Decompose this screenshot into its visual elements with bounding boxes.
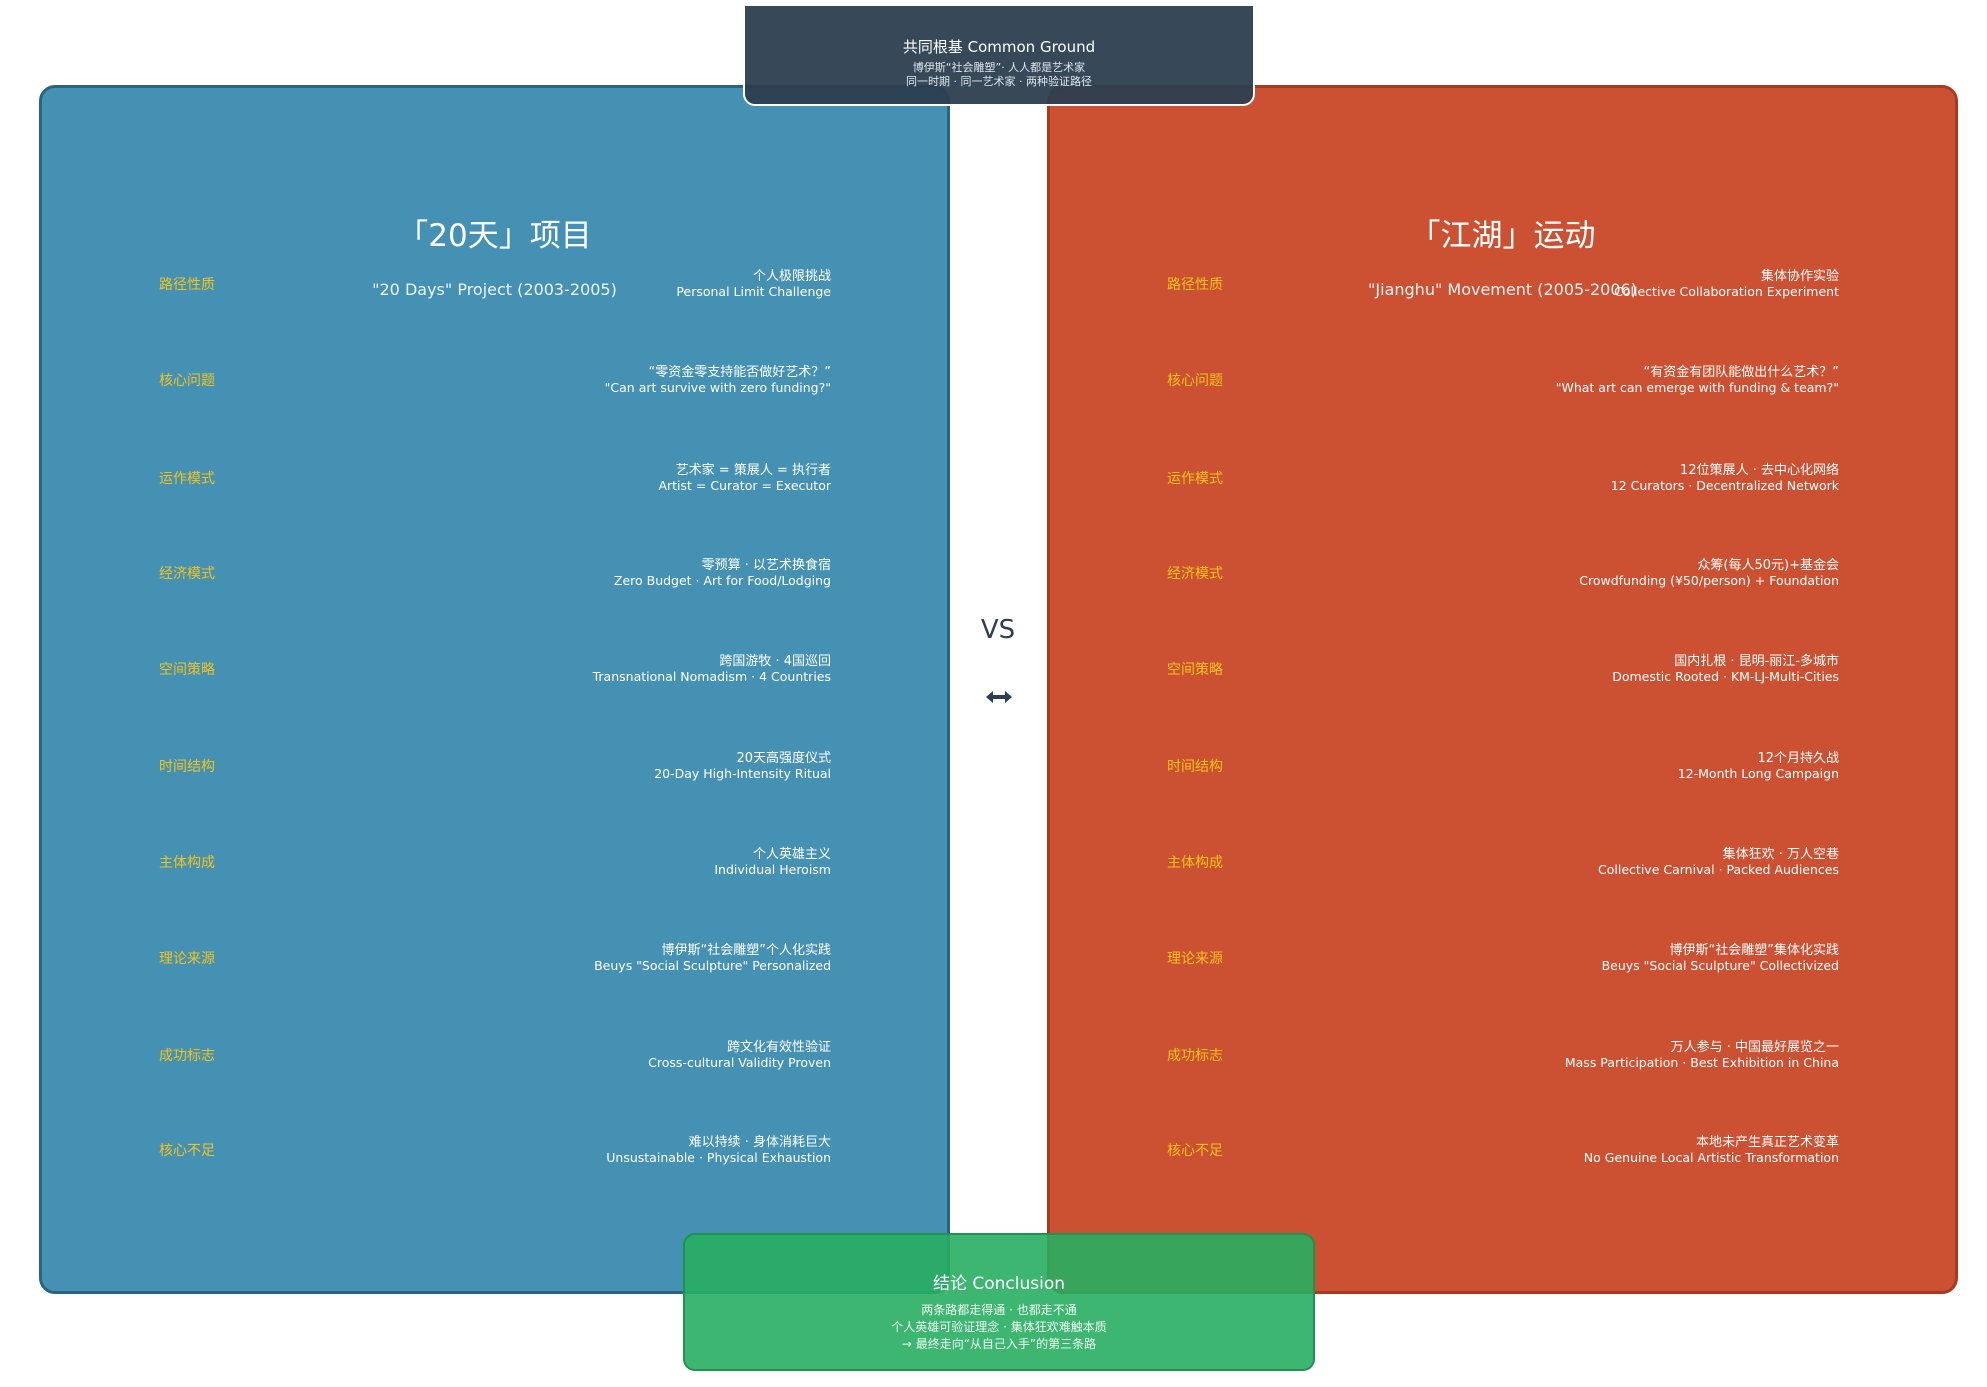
value-zh: 个人英雄主义	[752, 847, 831, 862]
arrow-icon	[986, 691, 1012, 703]
row-label: 路径性质	[1167, 277, 1223, 293]
row-label: 经济模式	[1167, 566, 1223, 582]
value-zh: “有资金有团队能做出什么艺术？”	[1643, 365, 1839, 380]
value-en: Beuys "Social Sculpture" Collectivized	[1601, 958, 1839, 973]
row-label: 成功标志	[159, 1048, 215, 1064]
row-value: 国内扎根 · 昆明-丽江-多城市 Domestic Rooted · KM-LJ-…	[1612, 654, 1839, 684]
value-zh: 国内扎根 · 昆明-丽江-多城市	[1674, 654, 1839, 669]
value-zh: “零资金零支持能否做好艺术？”	[648, 365, 831, 380]
left-panel: 「20天」项目 "20 Days" Project (2003-2005) 路径性质…	[39, 85, 950, 1294]
value-en: Personal Limit Challenge	[676, 284, 831, 299]
value-en: Mass Participation · Best Exhibition in …	[1564, 1055, 1839, 1070]
row-label: 理论来源	[159, 951, 215, 967]
value-en: Individual Heroism	[714, 862, 831, 877]
value-en: Collective Collaboration Experiment	[1614, 284, 1839, 299]
vs-label: VS	[980, 615, 1016, 645]
value-en: 12 Curators · Decentralized Network	[1610, 478, 1839, 493]
value-en: 20-Day High-Intensity Ritual	[654, 766, 831, 781]
value-en: Domestic Rooted · KM-LJ-Multi-Cities	[1612, 669, 1839, 684]
value-zh: 12个月持久战	[1757, 751, 1839, 766]
row-label: 运作模式	[159, 471, 215, 487]
box-line: 两条路都走得通 · 也都走不通	[921, 1303, 1077, 1317]
value-zh: 集体协作实验	[1760, 269, 1839, 284]
row-value: 20天高强度仪式 20-Day High-Intensity Ritual	[654, 751, 831, 781]
value-en: "What art can emerge with funding & team…	[1555, 380, 1839, 395]
row-label: 主体构成	[159, 855, 215, 871]
row-value: 12个月持久战 12-Month Long Campaign	[1678, 751, 1839, 781]
value-en: No Genuine Local Artistic Transformation	[1583, 1150, 1839, 1165]
common-ground-box: 共同根基 Common Ground 博伊斯“社会雕塑”· 人人都是艺术家 同一时期…	[743, 6, 1255, 106]
value-zh: 博伊斯“社会雕塑”个人化实践	[661, 943, 831, 958]
value-zh: 艺术家 = 策展人 = 执行者	[675, 463, 831, 478]
value-zh: 集体狂欢 · 万人空巷	[1722, 847, 1839, 862]
value-en: Collective Carnival · Packed Audiences	[1598, 862, 1839, 877]
row-value: 个人英雄主义 Individual Heroism	[714, 847, 831, 877]
row-label: 主体构成	[1167, 855, 1223, 871]
value-zh: 零预算 · 以艺术换食宿	[701, 558, 831, 573]
row-label: 理论来源	[1167, 951, 1223, 967]
row-label: 空间策略	[159, 662, 215, 678]
value-zh: 众筹(每人50元)+基金会	[1697, 558, 1839, 573]
row-label: 核心问题	[159, 373, 215, 389]
row-value: “零资金零支持能否做好艺术？” "Can art survive with zer…	[605, 365, 831, 395]
value-zh: 本地未产生真正艺术变革	[1695, 1135, 1839, 1150]
value-en: "Can art survive with zero funding?"	[604, 380, 831, 395]
value-zh: 个人极限挑战	[752, 269, 831, 284]
box-title: 结论 Conclusion	[932, 1274, 1066, 1294]
box-title: 共同根基 Common Ground	[902, 38, 1096, 56]
row-label: 经济模式	[159, 566, 215, 582]
row-label: 路径性质	[159, 277, 215, 293]
panel-subtitle: "20 Days" Project (2003-2005)	[372, 280, 617, 299]
value-en: Artist = Curator = Executor	[658, 478, 831, 493]
row-value: 艺术家 = 策展人 = 执行者 Artist = Curator = Execut…	[658, 463, 831, 493]
row-value: 集体狂欢 · 万人空巷 Collective Carnival · Packed …	[1598, 847, 1839, 877]
row-value: 跨文化有效性验证 Cross-cultural Validity Proven	[648, 1040, 831, 1070]
row-value: 博伊斯“社会雕塑”个人化实践 Beuys "Social Sculpture" P…	[594, 943, 831, 973]
row-value: “有资金有团队能做出什么艺术？” "What art can emerge wit…	[1556, 365, 1839, 395]
value-en: Cross-cultural Validity Proven	[648, 1055, 831, 1070]
value-zh: 跨国游牧 · 4国巡回	[719, 654, 831, 669]
row-label: 成功标志	[1167, 1048, 1223, 1064]
value-zh: 博伊斯“社会雕塑”集体化实践	[1669, 943, 1839, 958]
row-label: 时间结构	[1167, 759, 1223, 775]
value-en: Zero Budget · Art for Food/Lodging	[613, 573, 831, 588]
panel-subtitle: "Jianghu" Movement (2005-2006)	[1368, 280, 1637, 299]
row-value: 万人参与 · 中国最好展览之一 Mass Participation · Best…	[1565, 1040, 1839, 1070]
row-value: 跨国游牧 · 4国巡回 Transnational Nomadism · 4 Co…	[593, 654, 831, 684]
box-line: 个人英雄可验证理念 · 集体狂欢难触本质	[891, 1320, 1107, 1334]
value-zh: 跨文化有效性验证	[726, 1040, 831, 1055]
swap-icon	[986, 691, 1012, 703]
row-value: 零预算 · 以艺术换食宿 Zero Budget · Art for Food/L…	[614, 558, 831, 588]
conclusion-box: 结论 Conclusion 两条路都走得通 · 也都走不通个人英雄可验证理念 · …	[683, 1233, 1315, 1371]
row-value: 集体协作实验 Collective Collaboration Experimen…	[1614, 269, 1839, 299]
value-zh: 12位策展人 · 去中心化网络	[1680, 463, 1839, 478]
box-line: 同一时期 · 同一艺术家 · 两种验证路径	[906, 75, 1092, 88]
value-en: Beuys "Social Sculpture" Personalized	[594, 958, 831, 973]
row-label: 核心不足	[159, 1143, 215, 1159]
value-en: Crowdfunding (¥50/person) + Foundation	[1579, 573, 1839, 588]
value-zh: 难以持续 · 身体消耗巨大	[688, 1135, 831, 1150]
box-line: 博伊斯“社会雕塑”· 人人都是艺术家	[912, 61, 1086, 74]
row-label: 时间结构	[159, 759, 215, 775]
row-value: 本地未产生真正艺术变革 No Genuine Local Artistic Tra…	[1584, 1135, 1839, 1165]
right-panel: 「江湖」运动 "Jianghu" Movement (2005-2006) 路径性质…	[1047, 85, 1958, 1294]
row-value: 博伊斯“社会雕塑”集体化实践 Beuys "Social Sculpture" C…	[1602, 943, 1839, 973]
row-label: 核心不足	[1167, 1143, 1223, 1159]
box-line: → 最终走向“从自己入手”的第三条路	[901, 1337, 1097, 1351]
row-label: 运作模式	[1167, 471, 1223, 487]
panel-title: 「20天」项目	[397, 218, 592, 254]
value-zh: 万人参与 · 中国最好展览之一	[1670, 1040, 1839, 1055]
value-en: Transnational Nomadism · 4 Countries	[592, 669, 831, 684]
row-value: 众筹(每人50元)+基金会 Crowdfunding (¥50/person) +…	[1579, 558, 1839, 588]
panel-title: 「江湖」运动	[1409, 218, 1596, 254]
value-zh: 20天高强度仪式	[736, 751, 831, 766]
value-en: Unsustainable · Physical Exhaustion	[606, 1150, 831, 1165]
row-value: 难以持续 · 身体消耗巨大 Unsustainable · Physical Ex…	[606, 1135, 831, 1165]
row-label: 空间策略	[1167, 662, 1223, 678]
row-label: 核心问题	[1167, 373, 1223, 389]
row-value: 个人极限挑战 Personal Limit Challenge	[676, 269, 831, 299]
row-value: 12位策展人 · 去中心化网络 12 Curators · Decentraliz…	[1611, 463, 1839, 493]
value-en: 12-Month Long Campaign	[1677, 766, 1839, 781]
